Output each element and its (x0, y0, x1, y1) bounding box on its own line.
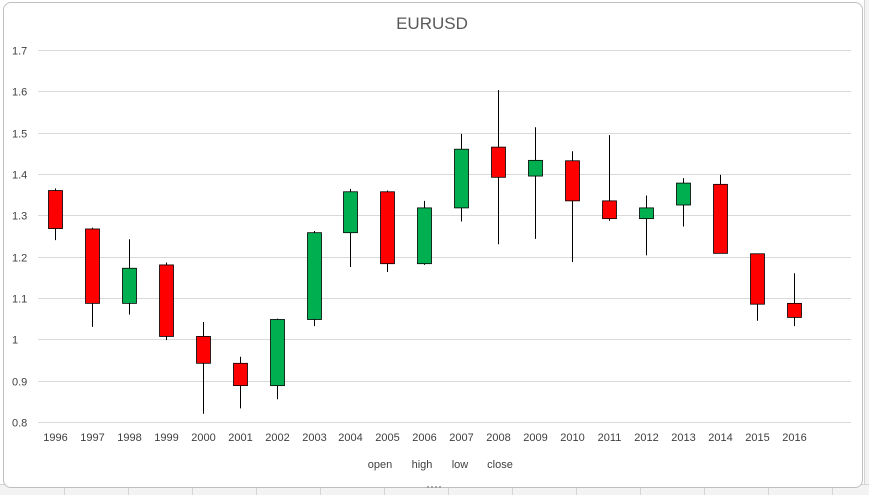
candle-body (750, 253, 765, 305)
candle-2004 (343, 188, 358, 267)
candle-2002 (270, 318, 285, 400)
x-axis-ticks: 1996 1997 1998 1999 2000 2001 2002 2003 2004 2005… (43, 432, 806, 444)
x-tick-label: 2000 (191, 432, 215, 444)
y-tick-label: 1 (12, 335, 18, 347)
y-tick-label: 1.4 (12, 170, 27, 182)
candle-1997 (85, 227, 100, 327)
x-tick-label: 2009 (523, 432, 547, 444)
candle-1998 (122, 239, 137, 315)
candle-body (159, 264, 174, 337)
x-tick-label: 2001 (228, 432, 252, 444)
y-tick-label: 1.2 (12, 253, 27, 265)
candle-body (380, 191, 395, 265)
candle-2012 (639, 195, 654, 256)
candle-2006 (417, 200, 432, 265)
x-tick-label: 2012 (634, 432, 658, 444)
candle-2009 (528, 127, 543, 239)
x-tick-label: 2003 (302, 432, 326, 444)
x-tick-label: 2006 (412, 432, 436, 444)
candle-2008 (491, 90, 506, 245)
candle-1996 (48, 188, 63, 241)
x-tick-label: 2015 (745, 432, 769, 444)
x-tick-label: 2010 (560, 432, 584, 444)
candle-body (233, 362, 248, 387)
candle-body (48, 190, 63, 229)
x-tick-label: 2008 (486, 432, 510, 444)
y-axis-ticks: 0.8 0.9 1 1.1 1.2 1.3 1.4 1.5 1.6 1.7 (12, 46, 27, 430)
chart-title: EURUSD (396, 14, 468, 33)
candle-body (565, 160, 580, 202)
candle-2015 (750, 253, 765, 321)
candle-body (602, 200, 617, 220)
candle-body (676, 182, 691, 206)
legend-entry-close: close (487, 459, 513, 471)
candle-2007 (454, 133, 469, 222)
y-tick-label: 1.3 (12, 211, 27, 223)
x-tick-label: 2011 (598, 432, 622, 444)
candle-2014 (713, 174, 728, 254)
x-tick-label: 1999 (154, 432, 178, 444)
x-tick-label: 1998 (117, 432, 141, 444)
candle-body (122, 267, 137, 304)
candle-body (639, 207, 654, 220)
candle-2003 (307, 231, 322, 327)
candle-1999 (159, 262, 174, 341)
candle-2010 (565, 151, 580, 263)
candle-2013 (676, 178, 691, 227)
candle-body (454, 148, 469, 209)
x-tick-label: 2005 (375, 432, 399, 444)
x-tick-label: 2013 (671, 432, 695, 444)
legend-entry-open: open (368, 459, 392, 471)
x-tick-label: 2014 (708, 432, 732, 444)
candle-2011 (602, 135, 617, 221)
candle-body (528, 159, 543, 177)
x-tick-label: 2007 (449, 432, 473, 444)
x-tick-label: 2002 (265, 432, 289, 444)
y-tick-label: 1.5 (12, 129, 27, 141)
candle-body (307, 232, 322, 320)
candle-2016 (787, 273, 802, 327)
y-tick-label: 0.8 (12, 418, 27, 430)
candle-2005 (380, 190, 395, 272)
chart-resize-handle[interactable] (426, 485, 442, 489)
y-tick-label: 1.7 (12, 46, 27, 58)
x-tick-label: 2004 (338, 432, 362, 444)
y-tick-label: 1.1 (12, 294, 27, 306)
x-tick-label: 2016 (782, 432, 806, 444)
sheet-scroll-edge (864, 0, 869, 494)
legend: open high low close (368, 459, 513, 471)
candle-body (85, 228, 100, 304)
y-tick-label: 1.6 (12, 87, 27, 99)
candle-body (491, 146, 506, 178)
candle-body (713, 183, 728, 254)
candle-body (787, 302, 802, 318)
candle-2001 (233, 356, 248, 409)
candles (48, 90, 802, 414)
y-tick-label: 0.9 (12, 377, 27, 389)
candle-body (270, 319, 285, 387)
candle-2000 (196, 321, 211, 414)
legend-entry-low: low (452, 459, 469, 471)
legend-entry-high: high (412, 459, 433, 471)
candle-body (343, 191, 358, 234)
candle-body (417, 207, 432, 265)
x-tick-label: 1996 (43, 432, 67, 444)
x-tick-label: 1997 (80, 432, 104, 444)
gridlines (38, 50, 851, 423)
candle-body (196, 336, 211, 364)
